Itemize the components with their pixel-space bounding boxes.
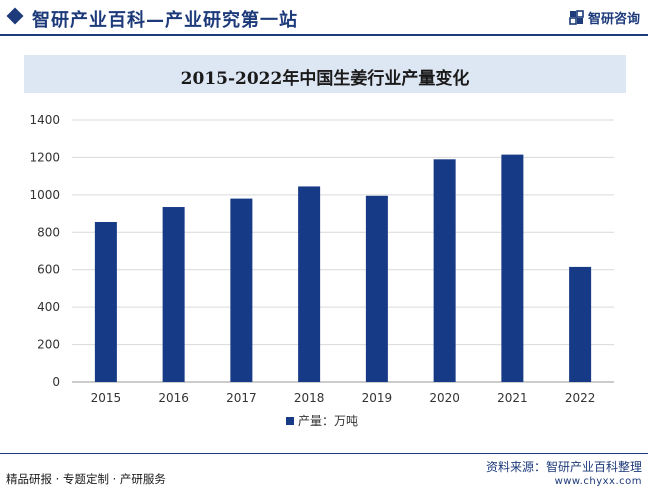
x-tick-label: 2018: [294, 391, 325, 405]
chart-title: 2015-2022年中国生姜行业产量变化: [180, 69, 470, 89]
y-tick-label: 1200: [29, 150, 60, 164]
x-tick-label: 2022: [565, 391, 596, 405]
bar-2020: [433, 159, 456, 382]
diamond-icon: [6, 7, 24, 25]
legend-swatch: [286, 417, 294, 425]
footer-services: 精品研报 · 专题定制 · 产研服务: [6, 472, 166, 486]
bar-2019: [365, 195, 388, 382]
y-tick-label: 1400: [29, 113, 60, 127]
header-divider: [0, 34, 648, 36]
y-tick-label: 0: [52, 375, 60, 389]
y-tick-label: 400: [37, 300, 60, 314]
x-tick-label: 2017: [226, 391, 257, 405]
bar-2017: [230, 198, 253, 382]
logo-icon: [569, 10, 584, 25]
legend-label: 产量：万吨: [298, 414, 358, 428]
page-header: 智研产业百科—产业研究第一站 智研咨询: [0, 0, 648, 36]
bar-chart: 0 200 400 600 800 1000 1200 1400 2015 2016 2017 201…: [29, 113, 614, 428]
y-tick-label: 1000: [29, 188, 60, 202]
bar-2022: [569, 266, 592, 382]
y-tick-label: 200: [37, 338, 60, 352]
bar-2016: [162, 207, 185, 382]
y-tick-label: 600: [37, 263, 60, 277]
x-tick-label: 2021: [497, 391, 528, 405]
site-title: 智研产业百科—产业研究第一站: [32, 10, 298, 31]
bar-2015: [94, 221, 117, 382]
data-source: 资料来源：智研产业百科整理: [485, 460, 642, 474]
x-tick-label: 2020: [429, 391, 460, 405]
brand-logo[interactable]: 智研咨询: [569, 8, 640, 27]
x-tick-label: 2016: [158, 391, 189, 405]
bar-2021: [501, 154, 524, 382]
footer-divider: [0, 453, 648, 454]
bar-2018: [298, 186, 321, 382]
x-tick-label: 2019: [362, 391, 393, 405]
site-url[interactable]: www.chyxx.com: [554, 476, 642, 487]
x-tick-label: 2015: [91, 391, 122, 405]
y-tick-label: 800: [37, 225, 60, 239]
logo-text: 智研咨询: [587, 12, 640, 27]
chart-title-band: 2015-2022年中国生姜行业产量变化: [24, 55, 626, 93]
